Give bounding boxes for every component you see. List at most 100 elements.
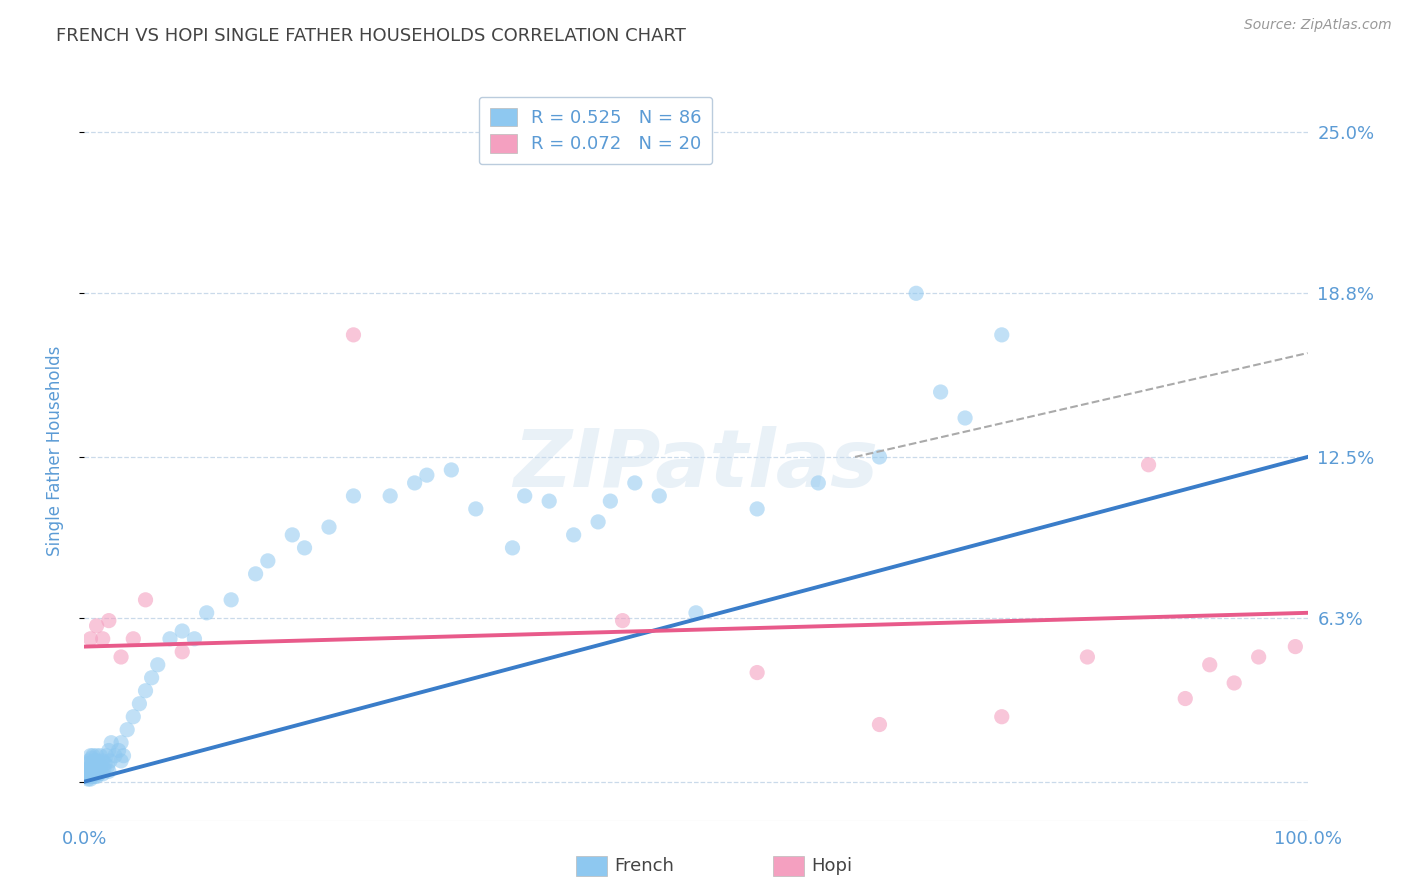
Point xyxy=(318,520,340,534)
Point xyxy=(991,710,1014,724)
Point xyxy=(91,754,114,768)
Point xyxy=(97,764,120,779)
Point xyxy=(77,754,100,768)
Point xyxy=(91,632,114,646)
Point xyxy=(97,743,120,757)
Point xyxy=(97,614,120,628)
Point xyxy=(586,515,609,529)
Point xyxy=(404,475,426,490)
Point xyxy=(183,632,205,646)
Text: Hopi: Hopi xyxy=(811,857,852,875)
Point xyxy=(91,767,114,781)
Point xyxy=(195,606,218,620)
Y-axis label: Single Father Households: Single Father Households xyxy=(45,345,63,556)
Point xyxy=(107,743,129,757)
Point xyxy=(82,759,104,773)
Point xyxy=(77,762,100,776)
Point xyxy=(905,286,928,301)
Point xyxy=(86,769,108,783)
Point xyxy=(1137,458,1160,472)
Point xyxy=(82,748,104,763)
Point xyxy=(538,494,561,508)
Point xyxy=(172,624,194,638)
Point xyxy=(135,592,157,607)
Point xyxy=(112,748,135,763)
Point xyxy=(77,772,100,786)
Point xyxy=(146,657,169,672)
Point xyxy=(98,754,121,768)
Point xyxy=(380,489,402,503)
Point xyxy=(612,614,634,628)
Point xyxy=(86,619,108,633)
Point xyxy=(245,566,267,581)
Point xyxy=(1247,650,1270,665)
Point xyxy=(141,671,163,685)
Point xyxy=(86,762,108,776)
Point xyxy=(110,736,132,750)
Point xyxy=(87,767,110,781)
Text: FRENCH VS HOPI SINGLE FATHER HOUSEHOLDS CORRELATION CHART: FRENCH VS HOPI SINGLE FATHER HOUSEHOLDS … xyxy=(56,27,686,45)
Point xyxy=(96,748,118,763)
Point xyxy=(89,762,111,776)
Point xyxy=(87,764,110,779)
Point xyxy=(747,665,769,680)
Point xyxy=(122,710,145,724)
Text: French: French xyxy=(614,857,675,875)
Point xyxy=(110,754,132,768)
Point xyxy=(1198,657,1220,672)
Point xyxy=(440,463,463,477)
Point xyxy=(79,759,101,773)
Point xyxy=(1174,691,1197,706)
Point xyxy=(83,762,105,776)
Point xyxy=(94,756,117,771)
Point xyxy=(624,475,647,490)
Point xyxy=(93,762,115,776)
Point xyxy=(464,502,486,516)
Point xyxy=(991,327,1014,342)
Point xyxy=(80,769,103,783)
Point xyxy=(77,756,100,771)
Point xyxy=(172,645,194,659)
Point xyxy=(1284,640,1306,654)
Point xyxy=(869,717,891,731)
Text: Source: ZipAtlas.com: Source: ZipAtlas.com xyxy=(1244,18,1392,32)
Point xyxy=(115,723,138,737)
Point xyxy=(87,756,110,771)
Point xyxy=(416,468,439,483)
Point xyxy=(86,748,108,763)
Point xyxy=(79,748,101,763)
Point xyxy=(87,754,110,768)
Point xyxy=(76,769,98,783)
Point xyxy=(100,736,122,750)
Point xyxy=(82,767,104,781)
Point xyxy=(869,450,891,464)
Point xyxy=(75,767,97,781)
Legend: R = 0.525   N = 86, R = 0.072   N = 20: R = 0.525 N = 86, R = 0.072 N = 20 xyxy=(478,96,713,164)
Point xyxy=(281,528,304,542)
Point xyxy=(1223,676,1246,690)
Point xyxy=(77,769,100,783)
Point xyxy=(110,650,132,665)
Point xyxy=(104,748,127,763)
Point xyxy=(159,632,181,646)
Point xyxy=(79,767,101,781)
Point xyxy=(80,762,103,776)
Point xyxy=(76,762,98,776)
Point xyxy=(1076,650,1098,665)
Point xyxy=(599,494,621,508)
Point xyxy=(97,759,120,773)
Point xyxy=(128,697,150,711)
Point xyxy=(685,606,707,620)
Point xyxy=(135,683,157,698)
Point xyxy=(294,541,316,555)
Point xyxy=(257,554,280,568)
Point xyxy=(84,767,107,781)
Point xyxy=(562,528,585,542)
Point xyxy=(79,772,101,786)
Point xyxy=(80,751,103,765)
Point xyxy=(513,489,536,503)
Point xyxy=(502,541,524,555)
Point xyxy=(648,489,671,503)
Point xyxy=(122,632,145,646)
Text: ZIPatlas: ZIPatlas xyxy=(513,426,879,504)
